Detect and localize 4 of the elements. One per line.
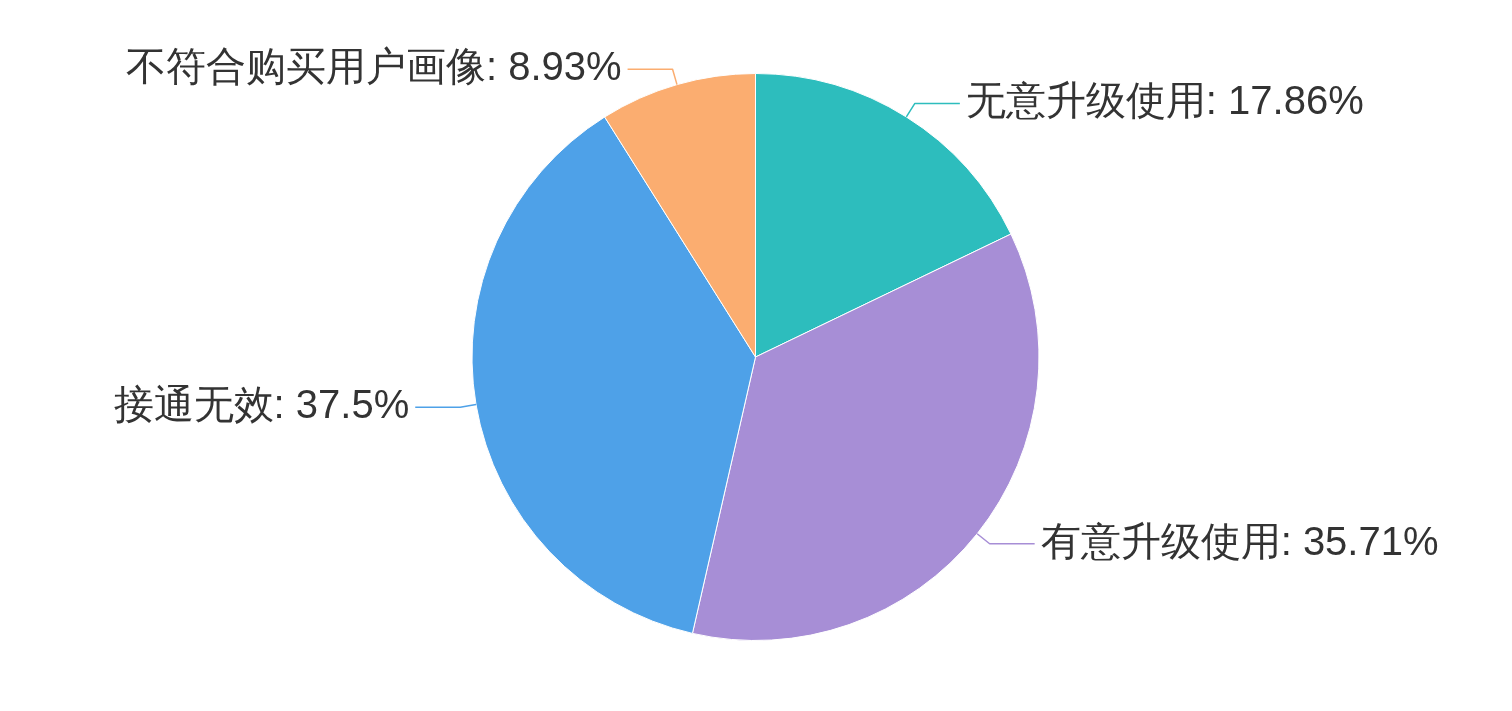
slice-label: 接通无效: 37.5% (113, 382, 410, 427)
slice-label: 不符合购买用户画像: 8.93% (125, 44, 622, 89)
slice-label: 无意升级使用: 17.86% (965, 78, 1364, 123)
slice-label: 有意升级使用: 35.71% (1040, 518, 1439, 563)
